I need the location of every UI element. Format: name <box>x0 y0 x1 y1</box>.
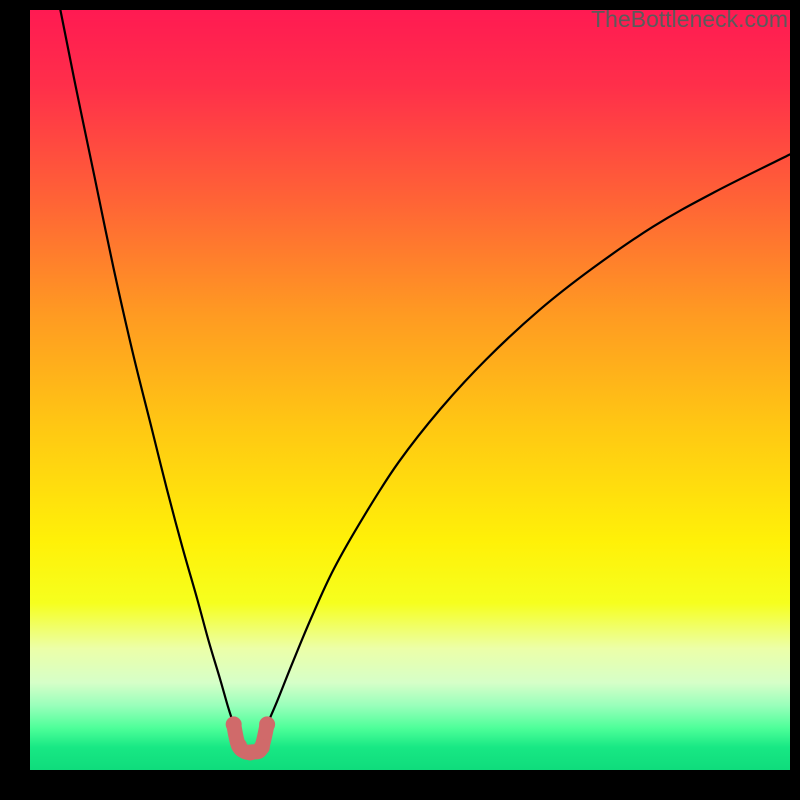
bottleneck-curve-chart <box>0 0 800 800</box>
valley-overlay-dot <box>226 716 242 732</box>
watermark-text: TheBottleneck.com <box>591 6 788 33</box>
chart-background-gradient <box>30 10 790 770</box>
valley-overlay-dot <box>259 716 275 732</box>
chart-frame: TheBottleneck.com <box>0 0 800 800</box>
valley-overlay-dot <box>254 739 270 755</box>
